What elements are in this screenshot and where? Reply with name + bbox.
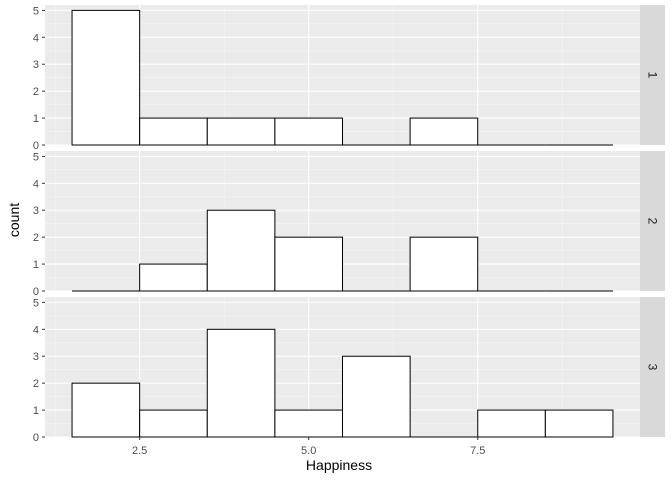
histogram-bar xyxy=(71,382,141,438)
histogram-bar xyxy=(477,409,546,438)
histogram-bar xyxy=(274,236,343,292)
y-tick-label: 0 xyxy=(33,432,39,444)
facet-strip-label: 3 xyxy=(646,364,660,371)
facet-strip xyxy=(640,151,665,291)
histogram-bars xyxy=(72,209,613,292)
y-tick-label: 5 xyxy=(33,151,39,163)
histogram-bar xyxy=(139,409,208,438)
y-tick-label: 1 xyxy=(33,259,39,271)
facet-strip xyxy=(640,297,665,437)
y-tick-label: 5 xyxy=(33,297,39,309)
y-tick-label: 2 xyxy=(33,378,39,390)
histogram-bar xyxy=(71,9,141,146)
y-tick-label: 3 xyxy=(33,59,39,71)
x-axis: 2.5 5.0 7.5 xyxy=(132,437,485,457)
histogram-bar xyxy=(544,409,614,438)
facet-strip-label: 2 xyxy=(646,218,660,225)
facet-panel-2: 0 1 2 3 4 5 2 xyxy=(33,151,665,298)
y-tick-label: 3 xyxy=(33,205,39,217)
x-tick-label: 2.5 xyxy=(132,445,147,457)
histogram-bars xyxy=(71,9,613,146)
y-axis-title: count xyxy=(6,203,22,237)
y-tick-label: 2 xyxy=(33,232,39,244)
histogram-bar xyxy=(206,209,276,292)
histogram-bar xyxy=(139,117,208,146)
x-tick-label: 5.0 xyxy=(301,445,316,457)
y-tick-label: 4 xyxy=(33,324,39,336)
facet-panel-3: 0 1 2 3 4 5 3 xyxy=(33,297,665,444)
y-tick-label: 1 xyxy=(33,405,39,417)
y-tick-label: 4 xyxy=(33,178,39,190)
x-axis-title: Happiness xyxy=(306,457,372,473)
histogram-bar xyxy=(342,355,411,438)
facet-strip xyxy=(640,5,665,145)
y-tick-label: 4 xyxy=(33,32,39,44)
y-tick-label: 1 xyxy=(33,113,39,125)
histogram-bar xyxy=(139,263,208,292)
y-tick-label: 3 xyxy=(33,351,39,363)
facet-panel-1: 0 1 2 3 4 5 1 xyxy=(33,5,665,152)
facet-panels: 0 1 2 3 4 5 1 0 1 2 3 4 5 2 0 1 2 3 4 5 3 xyxy=(33,5,665,444)
histogram-bars xyxy=(71,328,614,438)
y-tick-label: 0 xyxy=(33,140,39,152)
histogram-bar xyxy=(409,117,479,146)
y-tick-label: 5 xyxy=(33,5,39,17)
histogram-bar xyxy=(274,409,343,438)
facet-strip-label: 1 xyxy=(646,72,660,79)
histogram-bar xyxy=(409,236,479,292)
y-tick-label: 2 xyxy=(33,86,39,98)
histogram-bar xyxy=(274,117,343,146)
y-tick-label: 0 xyxy=(33,286,39,298)
x-tick-label: 7.5 xyxy=(470,445,485,457)
histogram-bar xyxy=(206,117,276,146)
histogram-bar xyxy=(206,328,276,438)
